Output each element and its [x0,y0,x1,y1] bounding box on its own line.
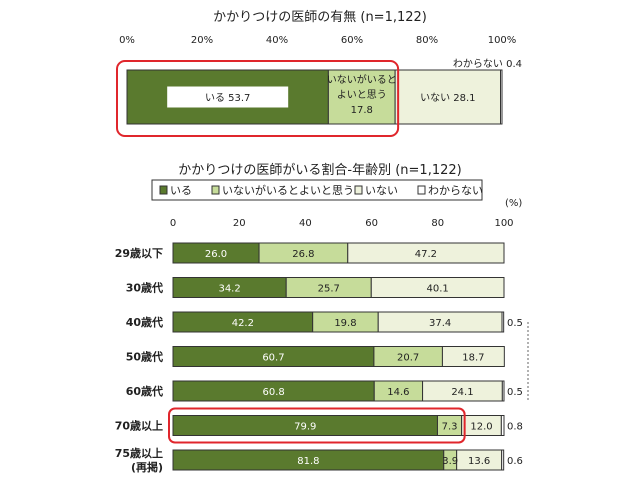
chart2-legend-swatch [354,185,363,195]
chart2-data-label: 0.8 [507,422,523,433]
chart2-data-label: 19.8 [334,318,356,329]
chart1-x-ticks: 0% 20% 40% 60% 80% 100% [119,35,516,46]
chart2-x-tick: 40 [299,218,312,229]
chart2-x-tick: 80 [431,218,444,229]
chart1-x-tick: 60% [341,35,363,46]
chart2-data-label: 24.1 [451,387,473,398]
chart2-bar-segment [441,346,505,367]
chart1-bar-segment [394,69,501,125]
chart2-title: かかりつけの医師がいる割合-年齢別 (n=1,122) [178,162,461,178]
chart1-x-tick: 20% [191,35,213,46]
chart1-x-tick: 40% [266,35,288,46]
chart2-data-label: 20.7 [397,353,419,364]
chart2-legend-label: いない [365,184,398,197]
chart2-category-labels: 29歳以下 30歳代 40歳代 50歳代 60歳代 70歳以上 75歳以上(再掲) [115,246,163,474]
chart2-data-label: 25.7 [318,284,340,295]
chart1-bar-segment [327,69,396,125]
chart2-data-label: 12.0 [470,422,492,433]
chart2-data-label: 60.7 [262,353,284,364]
chart2-legend-frame [151,179,483,201]
chart2-x-tick: 0 [170,218,176,229]
chart2-legend-swatch [417,185,426,195]
chart2-data-labels: 26.0 26.8 47.2 34.2 25.7 40.1 42.2 19.8 37.4 0.5 6… [205,249,523,467]
chart1-x-tick: 80% [416,35,438,46]
chart1-x-tick: 100% [488,35,517,46]
chart1-title: かかりつけの医師の有無 (n=1,122) [213,10,427,25]
chart2-bars [172,242,505,471]
chart2-category-label: 75歳以上 [115,446,163,460]
chart1-data-label: 17.8 [351,105,373,116]
chart2-bar-segment [501,380,505,402]
chart2-legend-label: いないがいるとよいと思う [222,183,354,197]
chart2-x-tick: 20 [233,218,246,229]
chart2-data-label: 81.8 [297,456,319,467]
chart1-data-labels: いる 53.7 いないがいるとよいと思う 17.8 いない 28.1 わからない 0.4 [167,58,522,116]
chart2-data-label: 0.6 [507,456,523,467]
chart2-data-label: 34.2 [218,284,240,295]
chart1-bar-segment [500,69,503,125]
chart2-legend-label: いる [170,184,192,197]
chart2-data-label: 0.5 [507,318,523,329]
chart2-data-label: 14.6 [387,387,409,398]
chart2-category-label: 29歳以下 [115,246,163,260]
chart2-data-label: 13.6 [468,456,490,467]
chart2-bar-segment [500,415,505,436]
chart2-data-label: 37.4 [429,318,451,329]
chart2-category-label: 50歳代 [126,350,163,364]
chart2-x-tick: 100 [494,218,513,229]
chart2-data-label: 60.8 [262,387,284,398]
chart1-data-label: いない 28.1 [420,92,475,104]
chart2-bar-segment [501,449,505,471]
chart2-legend: いる いないがいるとよいと思う いない わからない [151,179,483,201]
chart2-category-label: 30歳代 [126,281,163,295]
chart2-unit-label: (%) [505,198,522,209]
chart2-data-label: 18.7 [462,353,484,364]
chart1-highlight-box [116,60,400,137]
chart1-bars [126,69,503,125]
chart2-bar-segment [370,277,505,298]
chart2-data-label: 0.5 [507,387,523,398]
chart2-data-label: 40.1 [427,284,449,295]
chart2-x-tick: 60 [365,218,378,229]
chart1-label-box [167,86,289,108]
chart2-data-label: 26.0 [205,249,227,260]
chart2-category-label: 60歳代 [126,384,163,398]
chart2-legend-label: わからない [428,184,483,197]
chart2-legend-swatch [211,185,220,195]
chart2-category-label: 40歳代 [126,315,163,329]
chart2-legend-swatch [159,185,168,195]
chart1-x-tick: 0% [119,35,135,46]
chart2-data-label: 26.8 [292,249,314,260]
chart2-data-label: 42.2 [232,318,254,329]
chart2-data-label: 79.9 [294,422,316,433]
chart2-x-ticks: 0 20 40 60 80 100 [170,218,514,229]
chart1-data-label: わからない 0.4 [453,58,522,70]
chart2-highlight-box [168,407,466,444]
chart2-data-label: 47.2 [415,249,437,260]
chart2-category-label: 70歳以上 [115,419,163,433]
chart2-bar-segment [501,311,505,333]
chart1-data-label: いる 53.7 [205,92,250,104]
chart2-data-label: 7.3 [442,422,458,433]
chart2-category-label: (再掲) [131,460,163,474]
chart2-data-label: 3.9 [442,456,458,467]
chart1-data-label: いないがいると [327,73,397,86]
chart2-bar-segment [347,242,505,264]
chart1-data-label: よいと思う [337,89,387,101]
